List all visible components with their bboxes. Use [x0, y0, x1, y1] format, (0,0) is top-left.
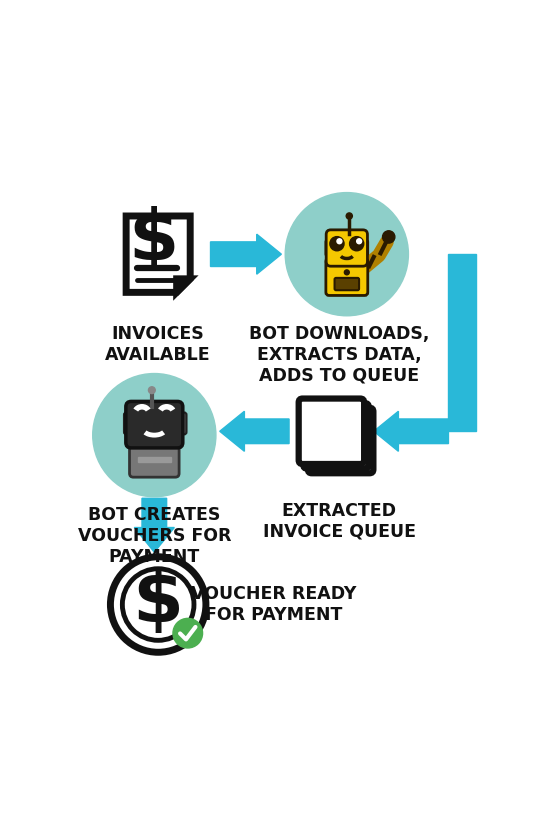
Polygon shape: [126, 216, 190, 293]
FancyBboxPatch shape: [174, 413, 187, 434]
Polygon shape: [374, 411, 448, 451]
Polygon shape: [134, 498, 174, 552]
Circle shape: [346, 213, 352, 219]
Bar: [148, 435, 161, 446]
Text: BOT DOWNLOADS,
EXTRACTS DATA,
ADDS TO QUEUE: BOT DOWNLOADS, EXTRACTS DATA, ADDS TO QU…: [249, 325, 429, 385]
Text: INVOICES
AVAILABLE: INVOICES AVAILABLE: [105, 325, 211, 364]
Circle shape: [357, 238, 361, 243]
FancyBboxPatch shape: [308, 408, 373, 473]
Polygon shape: [211, 234, 281, 275]
Circle shape: [345, 270, 349, 275]
FancyBboxPatch shape: [304, 403, 369, 469]
Circle shape: [93, 373, 216, 496]
Circle shape: [173, 618, 203, 648]
FancyBboxPatch shape: [299, 399, 364, 464]
Text: $: $: [133, 566, 183, 638]
FancyBboxPatch shape: [325, 240, 336, 256]
FancyBboxPatch shape: [358, 240, 368, 256]
Polygon shape: [177, 279, 190, 293]
Text: EXTRACTED
INVOICE QUEUE: EXTRACTED INVOICE QUEUE: [263, 502, 416, 541]
FancyBboxPatch shape: [326, 258, 368, 295]
FancyBboxPatch shape: [124, 413, 136, 434]
FancyBboxPatch shape: [129, 445, 179, 478]
Bar: [342, 251, 352, 261]
FancyBboxPatch shape: [335, 278, 359, 290]
Circle shape: [285, 192, 408, 316]
Polygon shape: [219, 411, 289, 451]
Text: $: $: [128, 206, 179, 275]
Bar: [138, 457, 171, 462]
FancyBboxPatch shape: [126, 401, 183, 448]
Circle shape: [337, 238, 342, 243]
Bar: [448, 254, 476, 432]
Circle shape: [383, 231, 395, 243]
Circle shape: [330, 237, 344, 251]
Text: VOUCHER READY
FOR PAYMENT: VOUCHER READY FOR PAYMENT: [191, 585, 357, 624]
Circle shape: [149, 387, 155, 394]
Circle shape: [349, 237, 364, 251]
Text: BOT CREATES
VOUCHERS FOR
PAYMENT: BOT CREATES VOUCHERS FOR PAYMENT: [78, 506, 231, 566]
FancyBboxPatch shape: [326, 230, 367, 266]
